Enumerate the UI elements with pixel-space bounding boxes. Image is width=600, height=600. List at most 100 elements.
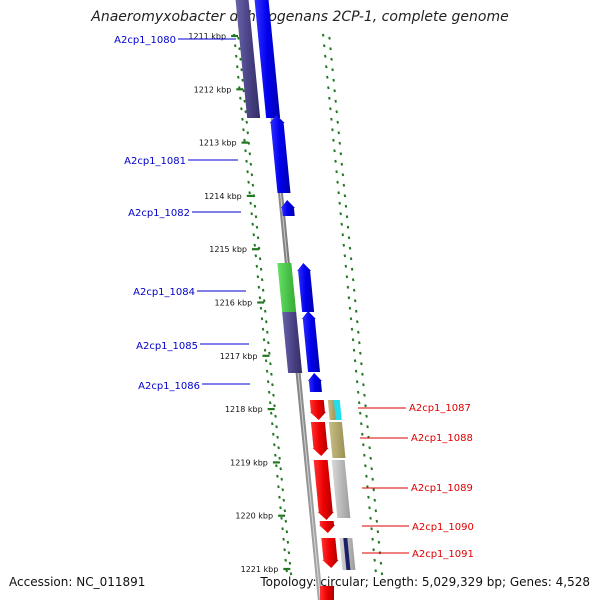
tick-dash	[345, 275, 349, 279]
tick-dash	[323, 54, 327, 58]
tick-dash	[356, 320, 359, 324]
tick-dash	[238, 47, 241, 51]
tick-dash	[259, 306, 263, 310]
tick-dash	[353, 299, 357, 303]
tick-dash	[376, 530, 380, 534]
tick-dash	[240, 68, 243, 72]
tick-dash	[241, 78, 244, 82]
tick-dash	[249, 201, 252, 205]
tick-dash	[329, 47, 332, 51]
tick-dash	[355, 380, 359, 384]
cog-band-1085	[282, 312, 303, 373]
tick-dash	[248, 191, 251, 195]
tick-dash	[271, 422, 274, 426]
tick-dash	[361, 372, 364, 376]
tick-dash	[244, 110, 247, 114]
tick-dash	[280, 516, 283, 520]
gene-label-text: A2cp1_1081	[124, 156, 186, 167]
tick-dash	[330, 57, 333, 61]
tick-dash	[259, 267, 263, 271]
tick-dash	[336, 120, 340, 124]
tick-dash	[257, 285, 261, 289]
tick-dash	[274, 453, 277, 457]
tick-dash	[263, 309, 267, 313]
tick-dash	[260, 278, 264, 282]
tick-dash	[362, 443, 365, 447]
tick-dash	[354, 369, 358, 373]
tick-dash	[267, 390, 271, 394]
tick-dash	[348, 246, 352, 250]
gene-label-text: A2cp1_1089	[411, 483, 473, 494]
gene-label-text: A2cp1_1082	[128, 208, 190, 219]
tick-dash	[322, 44, 326, 48]
gene-label-text: A2cp1_1090	[412, 522, 474, 533]
tick-dash	[375, 519, 379, 523]
tick-dash	[321, 33, 325, 37]
tick-dash	[273, 404, 276, 408]
tick-dash	[285, 530, 289, 534]
tick-dash	[347, 236, 351, 240]
tick-dash	[269, 362, 272, 366]
tick-dash	[262, 299, 266, 303]
tick-dash	[365, 414, 368, 418]
tick-dash	[351, 338, 355, 342]
tick-dash	[237, 75, 240, 79]
tick-lane-left	[237, 36, 293, 576]
tick-dash	[358, 411, 362, 415]
tick-dash	[346, 285, 350, 289]
tick-dash	[372, 548, 375, 552]
tick-dash	[334, 159, 337, 163]
scale-label: 1213 kbp	[199, 139, 237, 148]
tick-dash	[234, 54, 238, 58]
tick-dash	[266, 330, 269, 334]
tick-dash	[271, 383, 274, 387]
cog-band-1080	[235, 0, 261, 118]
scale-label: 1217 kbp	[220, 352, 258, 361]
tick-dash	[242, 89, 245, 93]
tick-dash	[368, 506, 371, 510]
tick-dash	[369, 456, 372, 460]
tick-dash	[273, 443, 276, 447]
tick-dash	[329, 107, 332, 111]
tick-dash	[262, 338, 266, 342]
gene-label-a2cp1_1091: A2cp1_1091	[362, 549, 474, 560]
tick-lane-scale	[232, 33, 288, 573]
gene-label-text: A2cp1_1087	[409, 403, 471, 414]
gene-label-a2cp1_1087: A2cp1_1087	[358, 403, 471, 414]
tick-dash	[337, 191, 340, 195]
tick-dash	[284, 519, 288, 523]
tick-dash	[280, 477, 283, 481]
tick-dash	[370, 467, 373, 471]
tick-dash	[370, 527, 373, 531]
tick-dash	[246, 131, 250, 135]
gene-label-a2cp1_1080: A2cp1_1080	[114, 35, 236, 46]
gene-label-a2cp1_1085: A2cp1_1085	[136, 341, 249, 352]
scale-label: 1215 kbp	[209, 245, 247, 254]
genome-summary-text: Topology: circular; Length: 5,029,329 bp…	[260, 575, 590, 589]
tick-dash	[334, 99, 337, 103]
tick-dash	[275, 464, 278, 468]
tick-dash	[335, 170, 338, 174]
tick-dash	[331, 68, 334, 72]
tick-dash	[272, 393, 275, 397]
tick-dash	[364, 464, 367, 468]
tick-dash	[289, 572, 293, 576]
tick-dash	[369, 516, 372, 520]
tick-dash	[283, 509, 287, 513]
scale-label: 1216 kbp	[215, 299, 253, 308]
tick-dash	[253, 243, 257, 247]
tick-dash	[360, 422, 363, 426]
tick-dash	[278, 495, 281, 499]
tick-dash	[286, 540, 290, 544]
tick-dash	[341, 173, 345, 177]
tick-dash	[363, 453, 366, 457]
gene-label-text: A2cp1_1084	[133, 287, 195, 298]
gene-arrow-1091	[321, 538, 339, 568]
tick-dash	[373, 558, 376, 562]
gene-label-text: A2cp1_1088	[411, 433, 473, 444]
tick-dash	[368, 446, 371, 450]
tick-dash	[333, 89, 336, 93]
tick-lane-right	[321, 33, 377, 573]
gene-arrow-1084	[297, 263, 315, 312]
gene-label-text: A2cp1_1085	[136, 341, 198, 352]
